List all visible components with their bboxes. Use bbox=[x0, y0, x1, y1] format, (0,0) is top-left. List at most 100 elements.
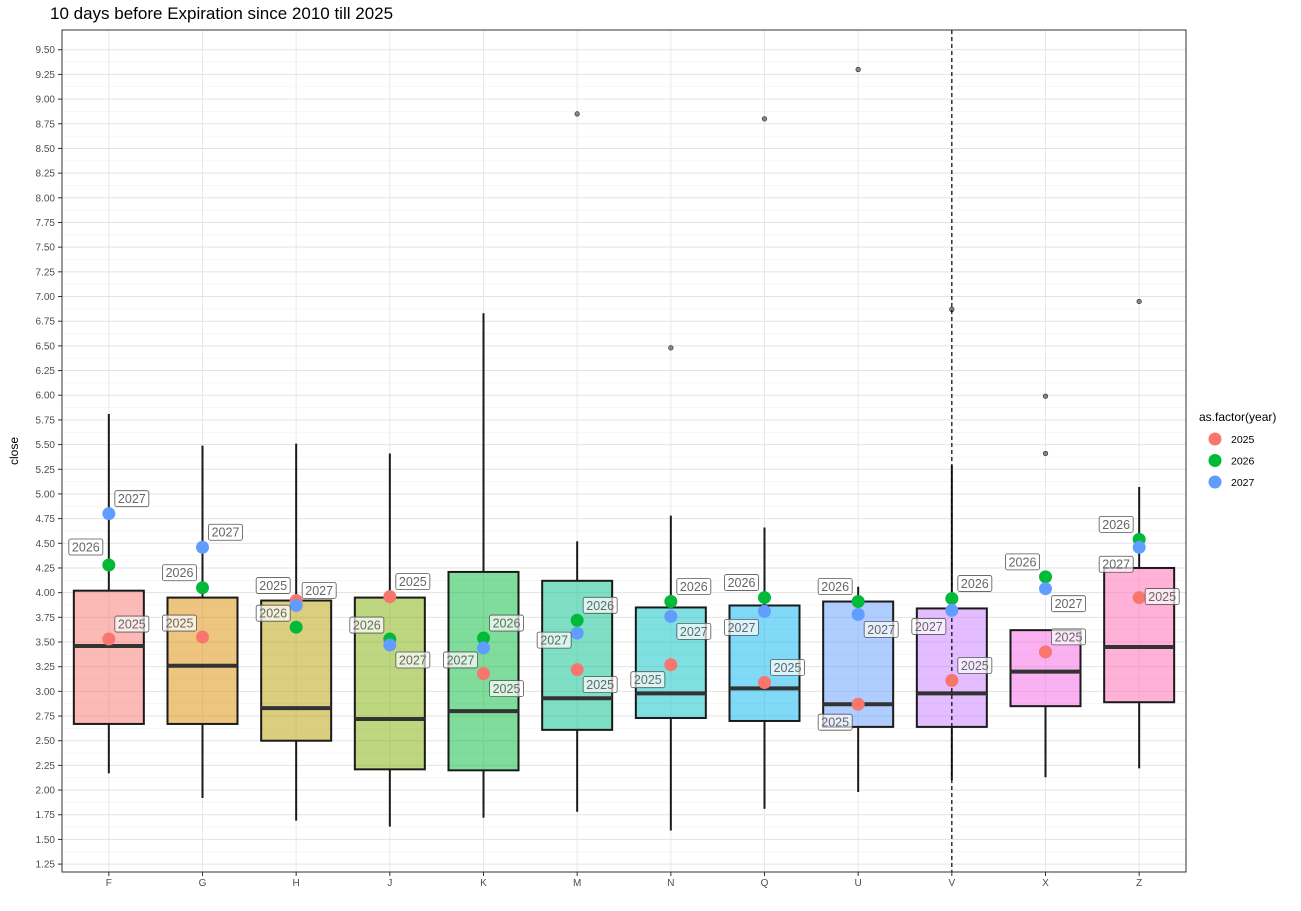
x-tick-label: N bbox=[667, 878, 674, 889]
point-2025-J bbox=[383, 590, 397, 604]
point-label-Q-2025: 2025 bbox=[770, 659, 805, 676]
y-tick-label: 4.00 bbox=[36, 588, 56, 599]
point-label-K-2027: 2027 bbox=[443, 651, 478, 669]
y-tick-label: 9.25 bbox=[36, 70, 56, 81]
point-label-F-2025: 2025 bbox=[114, 615, 150, 633]
label-box bbox=[630, 671, 666, 689]
label-box bbox=[724, 574, 759, 591]
label-box bbox=[489, 614, 524, 632]
x-tick-label: J bbox=[387, 878, 392, 889]
y-tick-label: 5.50 bbox=[36, 440, 56, 451]
label-box bbox=[1098, 555, 1134, 573]
x-tick-label: Z bbox=[1136, 878, 1142, 889]
y-tick-label: 6.25 bbox=[36, 366, 56, 377]
point-label-V-2027: 2027 bbox=[911, 618, 947, 635]
label-text: 2027 bbox=[915, 620, 943, 634]
point-label-N-2026: 2026 bbox=[676, 578, 712, 595]
label-box bbox=[301, 582, 337, 599]
outlier-point bbox=[761, 116, 768, 122]
label-text: 2027 bbox=[680, 625, 708, 639]
label-text: 2025 bbox=[1148, 590, 1176, 604]
y-tick-label: 6.75 bbox=[36, 317, 56, 328]
x-tick-label: G bbox=[199, 878, 207, 889]
y-tick-label: 5.25 bbox=[36, 465, 56, 476]
label-text: 2026 bbox=[586, 599, 614, 613]
point-2027-J bbox=[383, 638, 397, 652]
point-2027-G bbox=[196, 540, 209, 554]
y-tick-label: 4.50 bbox=[36, 539, 56, 550]
point-2026-G bbox=[196, 581, 209, 595]
label-box bbox=[1051, 595, 1086, 613]
point-2026-N bbox=[664, 595, 678, 609]
point-2026-Q bbox=[758, 591, 771, 605]
label-text: 2027 bbox=[1055, 597, 1083, 611]
box-body bbox=[1103, 566, 1176, 704]
point-2025-M bbox=[570, 663, 584, 677]
point-2025-V bbox=[945, 674, 959, 688]
x-tick-label: U bbox=[855, 878, 862, 889]
label-box bbox=[957, 575, 993, 592]
point-label-Z-2027: 2027 bbox=[1098, 555, 1134, 573]
label-text: 2025 bbox=[399, 575, 427, 589]
point-label-J-2025: 2025 bbox=[395, 573, 431, 590]
label-box bbox=[162, 564, 197, 582]
label-text: 2026 bbox=[728, 576, 756, 590]
point-label-U-2025: 2025 bbox=[817, 713, 853, 731]
point-labels: 2027 2026 2025 2027 2026 2025 2025 2027 2026 2025… bbox=[68, 490, 1180, 731]
label-box bbox=[911, 618, 947, 635]
label-text: 2026 bbox=[821, 580, 849, 594]
label-box bbox=[536, 631, 572, 649]
point-label-H-2027: 2027 bbox=[301, 582, 337, 599]
label-text: 2025 bbox=[586, 678, 614, 692]
point-label-G-2025: 2025 bbox=[162, 614, 197, 632]
label-box bbox=[114, 615, 150, 633]
point-label-H-2025: 2025 bbox=[255, 577, 291, 594]
label-text: 2027 bbox=[305, 584, 333, 598]
point-label-N-2027: 2027 bbox=[676, 622, 712, 640]
label-text: 2025 bbox=[493, 682, 521, 696]
label-text: 2025 bbox=[821, 716, 849, 730]
y-tick-label: 3.50 bbox=[36, 638, 56, 649]
y-tick-label: 8.00 bbox=[36, 193, 56, 204]
label-text: 2026 bbox=[1102, 518, 1130, 532]
y-tick-label: 1.50 bbox=[36, 835, 56, 846]
grid-minor bbox=[62, 61, 1186, 853]
point-label-X-2026: 2026 bbox=[1005, 553, 1040, 571]
label-box bbox=[676, 578, 712, 595]
y-tick-label: 7.25 bbox=[36, 267, 56, 278]
y-tick-label: 5.00 bbox=[36, 489, 56, 500]
point-2025-F bbox=[102, 632, 116, 646]
point-2027-Q bbox=[758, 604, 771, 618]
point-label-K-2026: 2026 bbox=[489, 614, 524, 632]
point-label-X-2025: 2025 bbox=[1051, 628, 1086, 646]
outlier-point bbox=[668, 345, 674, 351]
label-text: 2027 bbox=[399, 653, 427, 667]
legend: as.factor(year) 2025 2026 2027 bbox=[1199, 410, 1276, 489]
point-2026-K bbox=[477, 631, 490, 645]
label-text: 2025 bbox=[1055, 630, 1083, 644]
label-text: 2025 bbox=[961, 659, 989, 673]
point-label-F-2026: 2026 bbox=[68, 538, 104, 556]
label-box bbox=[582, 596, 618, 614]
point-2025-Z bbox=[1132, 591, 1146, 605]
y-tick-label: 2.25 bbox=[36, 761, 56, 772]
x-tick-label: X bbox=[1042, 878, 1049, 889]
label-box bbox=[817, 713, 853, 731]
legend-title: as.factor(year) bbox=[1199, 410, 1276, 424]
box-body bbox=[72, 589, 145, 725]
point-label-G-2026: 2026 bbox=[162, 564, 197, 582]
outlier-point bbox=[1136, 298, 1142, 305]
label-box bbox=[162, 614, 197, 632]
plot-border bbox=[61, 29, 1187, 873]
point-2025-U bbox=[851, 697, 865, 711]
label-box bbox=[489, 680, 524, 697]
label-text: 2026 bbox=[1009, 555, 1037, 569]
label-box bbox=[724, 619, 759, 636]
y-axis: 1.25 1.50 1.75 2.00 2.25 2.50 2.75 3.00 3.25 3.50… bbox=[36, 45, 62, 871]
point-label-M-2025: 2025 bbox=[582, 676, 618, 694]
point-2026-M bbox=[570, 613, 584, 627]
point-label-V-2025: 2025 bbox=[957, 657, 993, 674]
label-box bbox=[443, 651, 478, 669]
point-2027-N bbox=[664, 609, 678, 623]
outlier-point bbox=[574, 111, 580, 117]
